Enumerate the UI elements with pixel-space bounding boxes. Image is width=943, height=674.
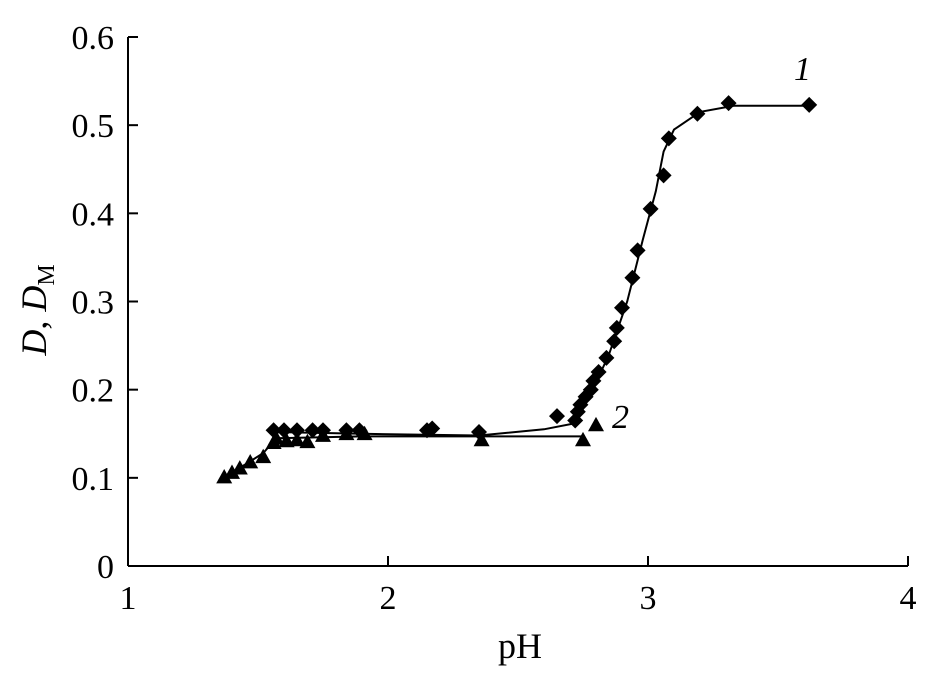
y-tick-label: 0.4 <box>72 196 115 233</box>
series-1-point <box>642 200 659 217</box>
series-lines <box>223 104 810 478</box>
x-tick-label: 4 <box>900 580 917 617</box>
y-tick-label: 0.6 <box>72 20 115 57</box>
series-1-point <box>689 105 706 122</box>
series-1-point <box>606 333 623 350</box>
series-1-point <box>660 130 677 147</box>
series-2-point <box>231 460 248 475</box>
y-label-separator: , <box>14 312 54 330</box>
series-1-point <box>304 422 321 439</box>
series-1-point <box>608 319 625 336</box>
series-2-point <box>588 416 604 432</box>
series-1-label: 1 <box>794 51 811 88</box>
series-2-point <box>289 431 305 447</box>
y-tick-label: 0.5 <box>72 108 115 145</box>
series-2-point <box>473 431 490 447</box>
series-2-label: 2 <box>612 399 629 436</box>
series-1-point <box>629 242 646 259</box>
y-tick-label: 0.3 <box>72 285 115 322</box>
series-1-point <box>624 269 641 286</box>
x-tick-label: 3 <box>640 580 657 617</box>
series-2-point <box>315 427 331 442</box>
tick-labels: 1 2 3 4 0 0.1 0.2 0.3 0.4 0.5 0.6 <box>72 20 917 617</box>
series-2-point <box>255 448 272 464</box>
series-markers <box>216 95 818 484</box>
series-1-point <box>598 349 615 366</box>
y-tick-label: 0 <box>97 549 114 586</box>
series-2-point <box>242 454 259 469</box>
y-tick-label: 0.1 <box>72 461 115 498</box>
axis-ticks <box>127 36 909 567</box>
series-1-point <box>590 364 607 380</box>
y-axis-label: D, DM <box>14 264 60 356</box>
x-tick-label: 1 <box>120 580 137 617</box>
series-2-point <box>224 464 240 479</box>
series-2-point <box>356 425 373 441</box>
y-label-second: D <box>14 286 54 313</box>
series-1-point <box>614 299 630 316</box>
y-tick-label: 0.2 <box>72 373 115 410</box>
y-label-subscript: M <box>34 264 60 285</box>
series-1-line <box>273 104 810 437</box>
series-2-point <box>338 425 355 441</box>
series-1-point <box>655 167 672 184</box>
series-1-point <box>276 422 292 439</box>
x-tick-label: 2 <box>380 580 397 617</box>
series-1-point <box>801 96 818 113</box>
y-label-main: D <box>14 330 54 357</box>
series-1-point <box>549 408 565 425</box>
series-1-point <box>720 95 737 112</box>
x-axis-label: pH <box>498 626 542 666</box>
series-2-point <box>216 469 233 484</box>
series-2-point <box>575 431 591 447</box>
series-2-point <box>299 433 316 449</box>
plot-area: 1 2 3 4 0 0.1 0.2 0.3 0.4 0.5 0.6 <box>72 20 917 617</box>
series-1-point <box>289 422 305 439</box>
series-1-point <box>424 420 441 437</box>
series-2-point <box>268 430 285 445</box>
